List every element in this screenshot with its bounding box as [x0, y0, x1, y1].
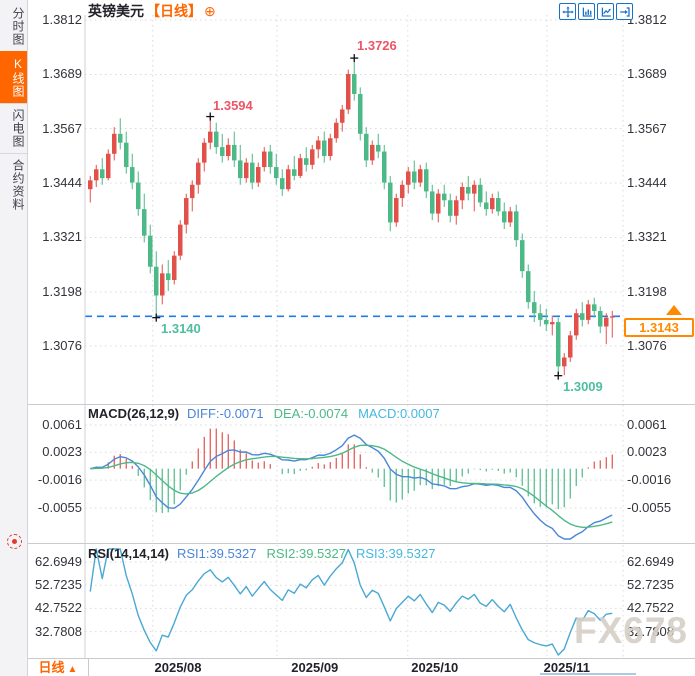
- rsi-tick-label-left: 52.7235: [35, 577, 82, 593]
- chart-toolbar: [557, 3, 633, 20]
- price-tick-label-left: 1.3076: [42, 338, 82, 353]
- price-tick-label-left: 1.3567: [42, 120, 82, 136]
- price-tick-label-left: 1.3321: [42, 229, 82, 245]
- macd-tick-label-right: 0.0061: [627, 417, 667, 432]
- rsi-tick-label-right: 52.7235: [627, 577, 674, 593]
- y-axis-scale-icon[interactable]: [578, 3, 595, 20]
- macd-dea-value: DEA:-0.0074: [273, 406, 349, 421]
- chart-header: 英镑美元 【日线】 ⊕: [88, 1, 216, 21]
- macd-tick-label-right: -0.0055: [627, 500, 672, 516]
- last-price-badge: 1.3143: [624, 318, 694, 337]
- rsi-tick-label-left: 42.7522: [35, 600, 82, 616]
- rsi-tick-label-right: 42.7522: [627, 600, 674, 616]
- date-label: 2025/09: [291, 660, 339, 675]
- sidebar-items: 分时图 K线图 闪电图 合约资料: [0, 0, 27, 216]
- price-up-arrow-icon: [666, 305, 682, 315]
- price-tick-label-left: 1.3689: [42, 66, 82, 82]
- macd-title: MACD(26,12,9): [88, 406, 180, 421]
- macd-tick-label-left: -0.0016: [37, 472, 82, 488]
- instrument-title: 英镑美元: [88, 3, 144, 19]
- rsi-tick-label-left: 62.6949: [35, 554, 82, 569]
- macd-tick-label-right: 0.0023: [627, 444, 667, 460]
- macd-diff-value: DIFF:-0.0071: [187, 406, 264, 421]
- rsi-tick-label-right: 62.6949: [627, 554, 674, 569]
- macd-header: MACD(26,12,9) DIFF:-0.0071 DEA:-0.0074 MACD…: [88, 406, 440, 421]
- rsi-title: RSI(14,14,14): [88, 546, 169, 561]
- price-tick-label-right: 1.3567: [627, 120, 667, 136]
- macd-tick-label-right: -0.0016: [627, 472, 672, 488]
- annotation-low-1-3009: 1.3009: [563, 379, 603, 394]
- sidebar-item-3[interactable]: 闪电图: [0, 103, 27, 153]
- date-label: 2025/10: [411, 660, 459, 675]
- watermark: FX678: [574, 610, 689, 651]
- timeframe-label: 日线: [38, 660, 65, 675]
- x-axis-scale-icon[interactable]: [597, 3, 614, 20]
- date-label: 2025/11: [543, 660, 590, 675]
- price-tick-label-right: 1.3812: [627, 12, 667, 27]
- timeframe-tag[interactable]: 【日线】: [146, 3, 202, 19]
- pan-crosshair-icon[interactable]: [559, 3, 576, 20]
- price-tick-label-right: 1.3321: [627, 229, 667, 245]
- price-tick-label-left: 1.3198: [42, 283, 82, 299]
- sidebar-item-2[interactable]: K线图: [0, 51, 27, 103]
- hot-spot-target-icon[interactable]: [7, 534, 22, 549]
- date-label: 2025/08: [154, 660, 202, 675]
- annotation-low-1-3140: 1.3140: [161, 321, 201, 336]
- price-tick-label-right: 1.3444: [627, 175, 667, 190]
- sidebar: 分时图 K线图 闪电图 合约资料: [0, 0, 28, 676]
- rsi2-value: RSI2:39.5327: [266, 546, 346, 561]
- rsi-tick-label-right: 32.7808: [627, 623, 674, 639]
- sidebar-item-1[interactable]: 分时图: [11, 7, 25, 46]
- price-tick-label-right: 1.3076: [627, 338, 667, 353]
- macd-tick-label-left: 0.0023: [42, 444, 82, 460]
- timeframe-button[interactable]: 日线 ▲: [28, 659, 89, 676]
- sidebar-item-4[interactable]: 合约资料: [0, 153, 27, 216]
- add-indicator-icon[interactable]: ⊕: [204, 3, 216, 19]
- rsi3-value: RSI3:39.5327: [355, 546, 436, 561]
- timeframe-arrow-icon: ▲: [67, 664, 78, 675]
- annotation-high-1-3726: 1.3726: [357, 38, 397, 53]
- macd-tick-label-left: -0.0055: [37, 500, 82, 516]
- exit-chart-icon[interactable]: [616, 3, 633, 20]
- price-tick-label-right: 1.3198: [627, 283, 667, 299]
- scrollbar-indicator[interactable]: [540, 673, 636, 675]
- price-tick-label-right: 1.3689: [627, 66, 667, 82]
- rsi1-value: RSI1:39.5327: [176, 546, 257, 561]
- rsi-tick-label-left: 32.7808: [35, 623, 82, 639]
- time-axis-bar: 日线 ▲ 2025/08 2025/09 2025/10 2025/11: [28, 658, 695, 676]
- rsi-header: RSI(14,14,14) RSI1:39.5327 RSI2:39.5327 RSI…: [88, 546, 435, 561]
- price-tick-label-left: 1.3812: [42, 12, 82, 27]
- macd-macd-value: MACD:0.0007: [358, 406, 440, 421]
- price-tick-label-left: 1.3444: [42, 175, 82, 190]
- annotation-high-1-3594: 1.3594: [213, 98, 253, 113]
- macd-tick-label-left: 0.0061: [42, 417, 82, 432]
